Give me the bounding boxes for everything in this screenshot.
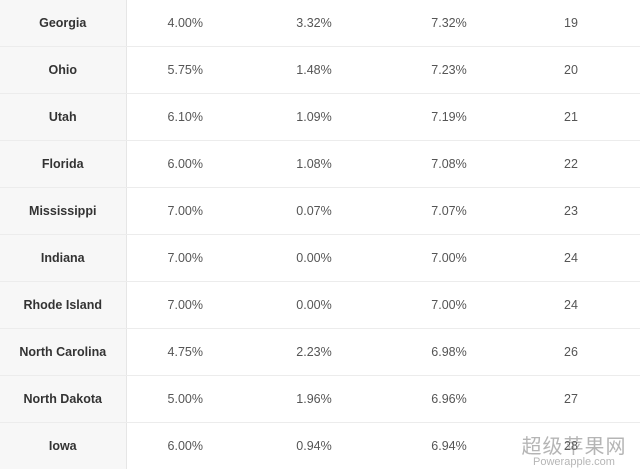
rank-cell: 20 [506,46,640,94]
rank-cell: 23 [506,187,640,235]
state-name-cell: North Carolina [0,328,127,376]
state-name-cell: North Dakota [0,375,127,423]
local-rate-cell: 0.94% [296,439,332,453]
table-row: Indiana 7.00% 0.00% 7.00% 24 [0,234,640,282]
state-name-cell: Georgia [0,0,127,47]
table-row: Florida 6.00% 1.08% 7.08% 22 [0,140,640,188]
rank-cell: 26 [506,328,640,376]
state-rate-cell: 4.75% [126,328,254,376]
state-name-cell: Utah [0,93,127,141]
local-rate-cell: 3.32% [254,0,380,47]
local-rate-cell: 0.00% [254,234,380,282]
combined-rate-cell: 6.94% [431,439,467,453]
state-rate-cell: 6.00% [126,140,254,188]
local-rate-cell: 0.07% [254,187,380,235]
local-rate-cell: 1.96% [254,375,380,423]
state-name-cell: Rhode Island [0,281,127,329]
state-name-cell: Iowa [0,422,127,469]
state-name-cell: Indiana [0,234,127,282]
combined-rate-cell: 7.00% [380,234,506,282]
combined-rate-cell: 7.07% [380,187,506,235]
combined-rate-cell: 7.23% [380,46,506,94]
table-row: Mississippi 7.00% 0.07% 7.07% 23 [0,187,640,235]
rank-cell: 27 [506,375,640,423]
rank-cell: 22 [506,140,640,188]
rank-cell: 19 [506,0,640,47]
table-row: North Carolina 4.75% 2.23% 6.98% 26 [0,328,640,376]
state-rate-cell: 7.00% [126,234,254,282]
state-rate-cell: 6.10% [126,93,254,141]
rank-cell: 24 [506,234,640,282]
state-rate-cell: 7.00% [126,187,254,235]
table-row: Georgia 4.00% 3.32% 7.32% 19 [0,0,640,47]
state-name-cell: Florida [0,140,127,188]
local-rate-cell: 1.48% [254,46,380,94]
state-rate-cell: 4.00% [126,0,254,47]
local-rate-cell: 1.09% [254,93,380,141]
combined-rate-cell: 6.96% [380,375,506,423]
state-rate-cell: 7.00% [126,281,254,329]
watermark-domain-text: Powerapple.com [533,456,615,469]
state-rate-cell: 5.75% [126,46,254,94]
state-rate-cell: 6.00% [167,439,203,453]
combined-rate-cell: 7.08% [380,140,506,188]
rank-cell: 28 [564,439,578,453]
combined-rate-cell: 7.32% [380,0,506,47]
table-row: Utah 6.10% 1.09% 7.19% 21 [0,93,640,141]
state-rate-cell: 5.00% [126,375,254,423]
combined-rate-cell: 7.19% [380,93,506,141]
site-watermark: 超级苹果网 Powerapple.com [514,436,634,469]
table-row: Ohio 5.75% 1.48% 7.23% 20 [0,46,640,94]
table-row: North Dakota 5.00% 1.96% 6.96% 27 [0,375,640,423]
state-name-cell: Ohio [0,46,127,94]
local-rate-cell: 0.00% [254,281,380,329]
rank-cell: 24 [506,281,640,329]
combined-rate-cell: 7.00% [380,281,506,329]
local-rate-cell: 2.23% [254,328,380,376]
combined-rate-cell: 6.98% [380,328,506,376]
local-rate-cell: 1.08% [254,140,380,188]
watermark-chinese-text: 超级苹果网 [521,434,627,459]
state-name-cell: Mississippi [0,187,127,235]
table-row: Iowa 6.00% 0.94% 6.94% 28 [0,422,640,469]
rank-cell: 21 [506,93,640,141]
table-row: Rhode Island 7.00% 0.00% 7.00% 24 [0,281,640,329]
